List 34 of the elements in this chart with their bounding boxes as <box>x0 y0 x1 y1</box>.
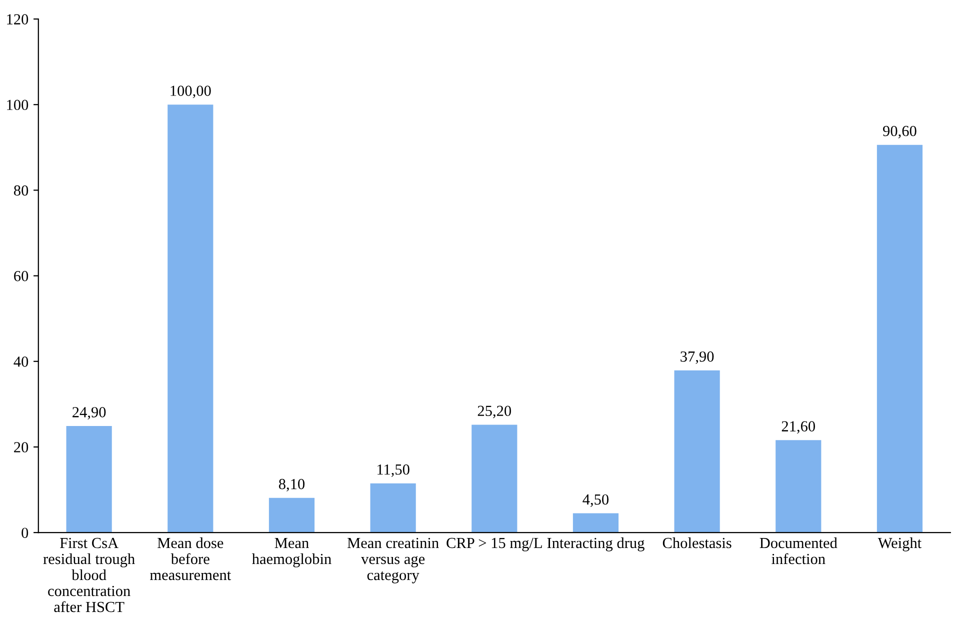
bar <box>876 144 923 533</box>
x-tick-label: Mean creatinin versus age category <box>347 538 439 584</box>
bar <box>66 426 112 533</box>
bar <box>370 483 416 533</box>
y-tick-label: 120 <box>7 14 28 24</box>
x-tick-label: Interacting drug <box>547 537 644 552</box>
x-tick-label: First CsA residual trough blood concentration after HSCT <box>43 538 135 612</box>
x-tick-label: Mean haemoglobin <box>252 538 332 568</box>
data-label: 21,60 <box>782 421 816 434</box>
x-tick-label: Documented infection <box>760 537 838 564</box>
bar <box>776 440 822 533</box>
y-tick-label: 20 <box>14 442 28 452</box>
y-tick-label: 60 <box>14 270 28 282</box>
data-label: 24,90 <box>72 407 106 420</box>
x-tick-label: Weight <box>878 537 922 552</box>
data-label: 90,60 <box>883 126 916 138</box>
bar <box>674 370 720 533</box>
x-tick-label: Mean dose before measurement <box>150 537 232 580</box>
data-label: 11,50 <box>378 464 410 477</box>
data-label: 100,00 <box>170 86 211 98</box>
bar <box>572 513 619 533</box>
x-tick-label: CRP > 15 mg/L <box>446 538 542 552</box>
data-label: 8,10 <box>278 478 305 492</box>
bar <box>168 104 214 533</box>
y-tick-label: 100 <box>7 100 28 110</box>
y-tick-label: 80 <box>14 185 28 196</box>
y-tick-label: 0 <box>22 528 28 538</box>
bar <box>472 424 518 533</box>
bar <box>268 498 315 533</box>
data-label: 4,50 <box>582 494 609 507</box>
y-tick-label: 40 <box>14 356 28 367</box>
data-label: 25,20 <box>478 406 512 418</box>
x-tick-label: Cholestasis <box>662 537 732 548</box>
data-label: 37,90 <box>680 351 714 364</box>
